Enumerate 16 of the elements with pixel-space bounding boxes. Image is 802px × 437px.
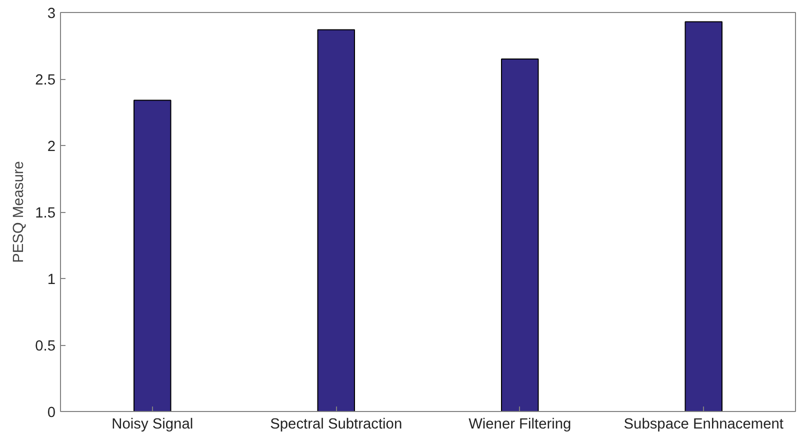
y-tick-label: 2 bbox=[47, 139, 56, 155]
x-tick-label: Noisy Signal bbox=[112, 416, 194, 432]
bar bbox=[501, 58, 539, 412]
y-tick-label: 2.5 bbox=[35, 72, 56, 88]
bar bbox=[317, 29, 355, 412]
bar bbox=[134, 100, 172, 412]
y-tick-label: 1.5 bbox=[35, 206, 56, 222]
y-tick-label: 0 bbox=[47, 405, 56, 421]
bar bbox=[684, 21, 722, 412]
y-tick-label: 1 bbox=[47, 272, 56, 288]
y-tick-label: 3 bbox=[47, 6, 56, 22]
x-tick-label: Wiener Filtering bbox=[468, 416, 572, 432]
x-tick-label: Subspace Enhnacement bbox=[624, 416, 784, 432]
x-tick-label: Spectral Subtraction bbox=[270, 416, 402, 432]
y-axis-title: PESQ Measure bbox=[11, 161, 28, 263]
y-tick-label: 0.5 bbox=[35, 338, 56, 354]
